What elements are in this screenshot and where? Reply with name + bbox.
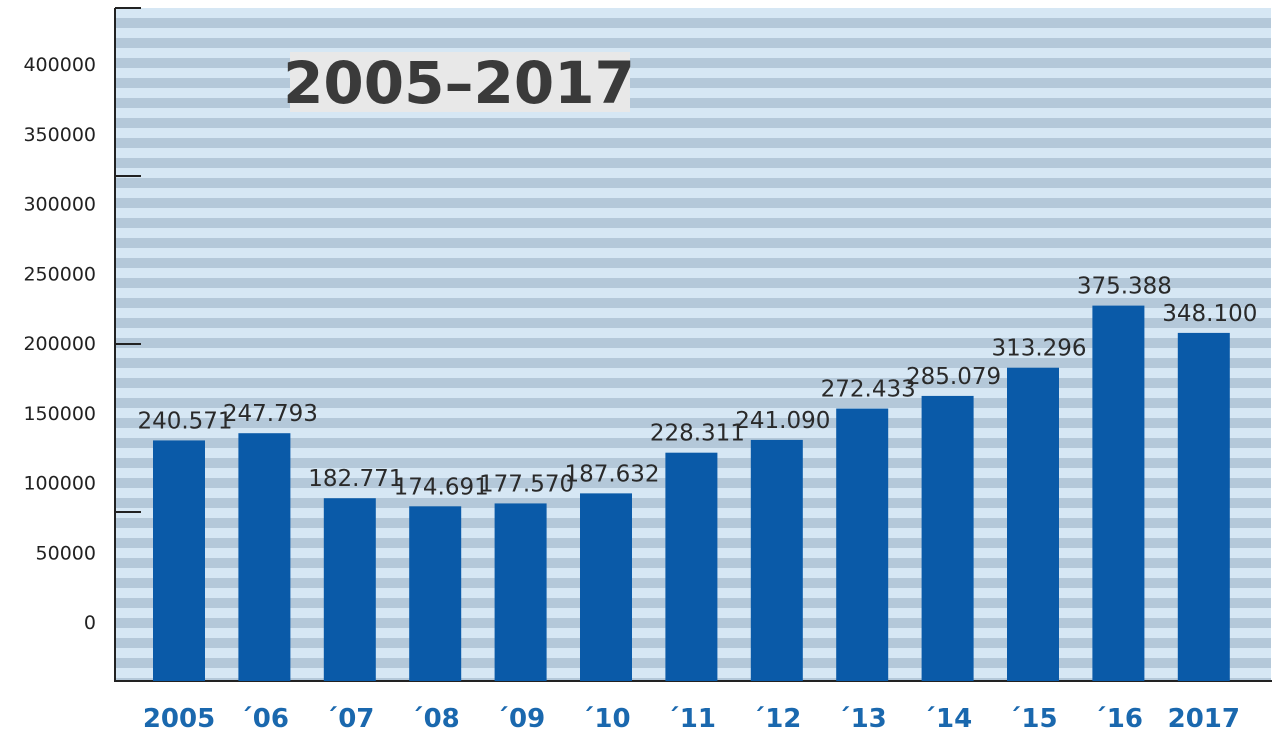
bar (409, 506, 462, 681)
y-tick-label: 400000 (23, 54, 96, 76)
x-tick-label: ´06 (240, 704, 289, 734)
y-tick-label: 50000 (36, 542, 96, 564)
data-label: 285.079 (906, 364, 1001, 390)
data-label: 313.296 (991, 336, 1086, 362)
chart-title-box (290, 52, 630, 112)
y-tick-label: 150000 (23, 403, 96, 425)
x-tick-label: ´15 (1008, 704, 1057, 734)
data-label: 375.388 (1077, 274, 1172, 300)
x-tick-label: 2005 (143, 704, 215, 734)
data-label: 177.570 (479, 471, 574, 497)
x-tick-label: ´10 (581, 704, 630, 734)
data-label: 272.433 (821, 377, 916, 403)
data-label: 228.311 (650, 421, 745, 447)
x-tick-label: ´16 (1094, 704, 1143, 734)
bar (1007, 367, 1059, 681)
chart-title: 2005–2017 (283, 49, 635, 117)
data-label: 348.100 (1162, 301, 1257, 327)
data-label: 182.771 (308, 466, 403, 492)
bar (494, 503, 547, 681)
bar (836, 408, 889, 681)
bar (323, 498, 376, 681)
bar (1177, 332, 1230, 681)
x-tick-label: ´12 (752, 704, 801, 734)
bar (1092, 305, 1145, 681)
data-label: 240.571 (137, 408, 232, 434)
x-tick-label: ´09 (496, 704, 545, 734)
bar (580, 493, 632, 681)
bar (153, 440, 205, 681)
x-tick-label: ´14 (923, 704, 972, 734)
y-tick-label: 250000 (23, 263, 96, 285)
bar (665, 452, 718, 681)
x-tick-label: 2017 (1168, 704, 1240, 734)
x-tick-label: ´11 (667, 704, 716, 734)
bar (238, 433, 291, 681)
y-tick-label: 100000 (23, 473, 96, 495)
x-tick-label: ´13 (838, 704, 887, 734)
data-label: 247.793 (223, 401, 318, 427)
bar (750, 439, 803, 681)
y-tick-label: 200000 (23, 333, 96, 355)
x-tick-label: ´07 (325, 704, 374, 734)
data-label: 174.691 (394, 474, 489, 500)
data-label: 241.090 (735, 408, 830, 434)
bar (921, 395, 974, 681)
y-tick-label: 0 (84, 612, 96, 634)
y-tick-label: 350000 (23, 124, 96, 146)
data-label: 187.632 (564, 461, 659, 487)
y-tick-label: 300000 (23, 194, 96, 216)
x-tick-label: ´08 (411, 704, 460, 734)
